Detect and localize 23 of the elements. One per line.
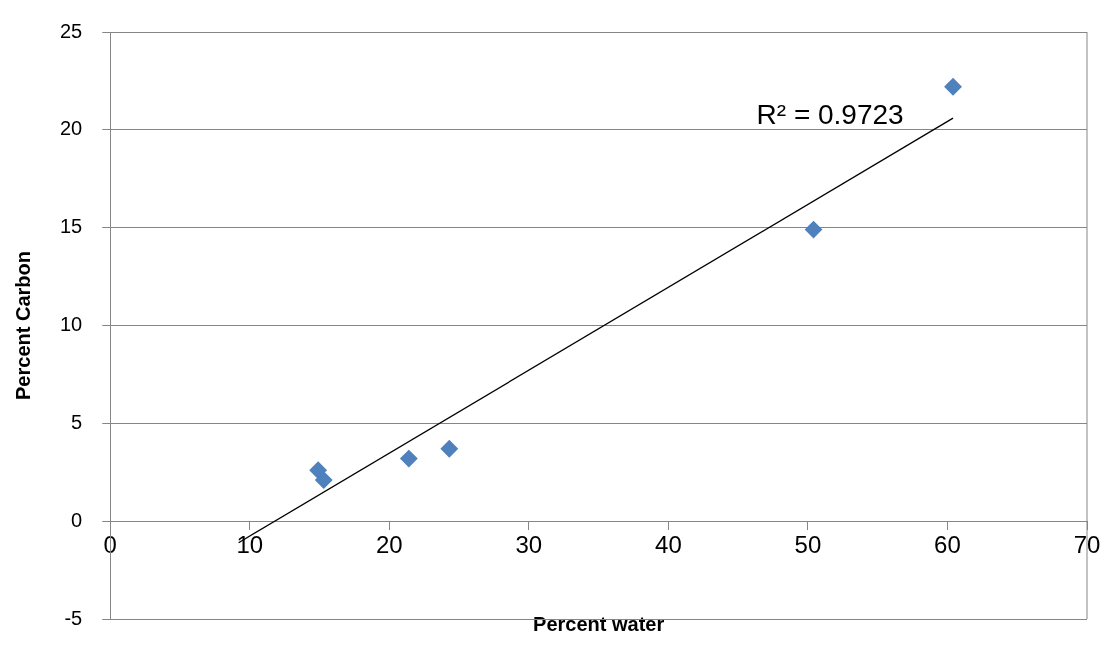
x-tick-label: 60 [934,531,961,559]
x-tick-label: 50 [794,531,822,559]
x-tick-label: 40 [655,531,682,559]
annotation: R² = 0.9723 [756,98,904,130]
y-tick-label: 20 [60,117,83,140]
y-tick-label: 15 [60,215,83,238]
point [309,461,327,479]
point [315,471,333,489]
y-tick-label: 5 [71,410,83,433]
y-tick-label: -5 [64,606,83,629]
x-tick-label: 30 [515,531,543,559]
point [400,449,418,468]
y-axis-title: Percent Carbon [11,251,34,400]
point [440,440,458,458]
x-tick-label: 10 [236,531,264,559]
y-tick-label: 10 [60,313,83,336]
point [944,78,962,96]
x-axis-title: Percent water [533,613,665,636]
x-tick-label: 20 [375,531,403,559]
x-tick-label: 70 [1073,531,1101,559]
y-tick-label: 0 [71,508,83,531]
point [804,220,823,239]
y-tick-label: 25 [60,19,83,42]
